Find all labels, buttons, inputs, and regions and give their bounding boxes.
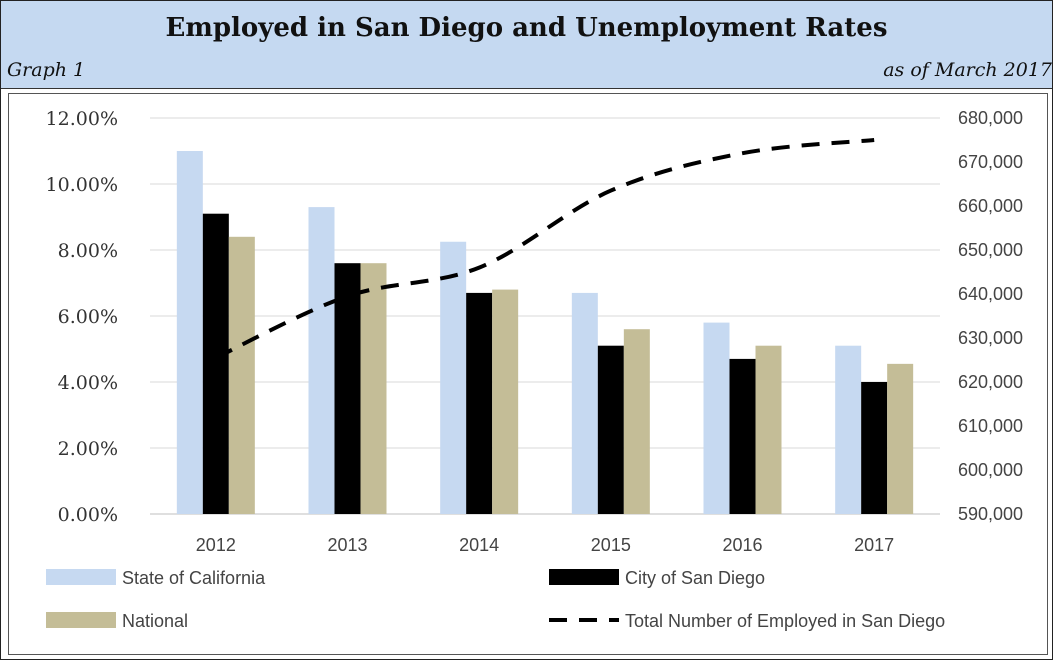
bar-national — [228, 236, 255, 515]
plot-area-border — [8, 93, 1048, 655]
legend-label-national: National — [122, 611, 188, 631]
bar-city-of-san-diego — [202, 213, 229, 514]
bar-state-of-california — [835, 345, 862, 514]
bar-state-of-california — [440, 241, 467, 514]
bar-state-of-california — [176, 151, 203, 514]
x-tick-label: 2012 — [196, 535, 236, 555]
y-left-tick-label: 10.00% — [46, 174, 118, 196]
bar-city-of-san-diego — [729, 358, 756, 514]
graph-number-label: Graph 1 — [7, 59, 86, 81]
y-right-tick-label: 640,000 — [958, 284, 1023, 304]
y-right-tick-label: 650,000 — [958, 240, 1023, 260]
x-tick-label: 2016 — [722, 535, 762, 555]
as-of-date-label: as of March 2017 — [883, 59, 1052, 81]
y-right-tick-label: 590,000 — [958, 504, 1023, 524]
chart-header: Employed in San Diego and Unemployment R… — [1, 1, 1052, 89]
y-left-tick-label: 4.00% — [58, 372, 118, 394]
y-right-tick-label: 610,000 — [958, 416, 1023, 436]
y-left-tick-label: 0.00% — [58, 504, 118, 526]
x-tick-label: 2015 — [591, 535, 631, 555]
y-left-tick-label: 8.00% — [58, 240, 118, 262]
x-tick-label: 2013 — [327, 535, 367, 555]
employed-line — [214, 138, 875, 360]
bar-national — [492, 289, 519, 514]
legend-label-state-of-california: State of California — [122, 568, 266, 588]
x-tick-label: 2014 — [459, 535, 499, 555]
y-right-tick-label: 600,000 — [958, 460, 1023, 480]
bar-national — [360, 263, 387, 514]
bar-national — [755, 345, 782, 514]
bar-national — [887, 363, 914, 514]
y-right-tick-label: 630,000 — [958, 328, 1023, 348]
y-right-tick-label: 620,000 — [958, 372, 1023, 392]
legend-swatch-state-of-california — [46, 569, 116, 585]
bar-national — [623, 329, 650, 514]
bar-city-of-san-diego — [334, 263, 361, 514]
y-right-tick-label: 670,000 — [958, 152, 1023, 172]
y-right-tick-label: 680,000 — [958, 108, 1023, 128]
y-left-tick-label: 12.00% — [46, 108, 118, 130]
chart-title: Employed in San Diego and Unemployment R… — [165, 13, 888, 43]
legend-label-city-of-san-diego: City of San Diego — [625, 568, 765, 588]
bar-city-of-san-diego — [466, 292, 493, 514]
bar-city-of-san-diego — [597, 345, 624, 514]
legend-swatch-national — [46, 612, 116, 628]
bar-state-of-california — [308, 207, 335, 514]
legend-label-total-number-of-employed-in-san-diego: Total Number of Employed in San Diego — [625, 611, 945, 631]
bar-state-of-california — [703, 322, 730, 514]
bar-state-of-california — [571, 292, 598, 514]
bar-city-of-san-diego — [861, 382, 888, 514]
y-right-tick-label: 660,000 — [958, 196, 1023, 216]
y-left-tick-label: 2.00% — [58, 438, 118, 460]
legend-swatch-city-of-san-diego — [549, 569, 619, 585]
y-left-tick-label: 6.00% — [58, 306, 118, 328]
x-tick-label: 2017 — [854, 535, 894, 555]
